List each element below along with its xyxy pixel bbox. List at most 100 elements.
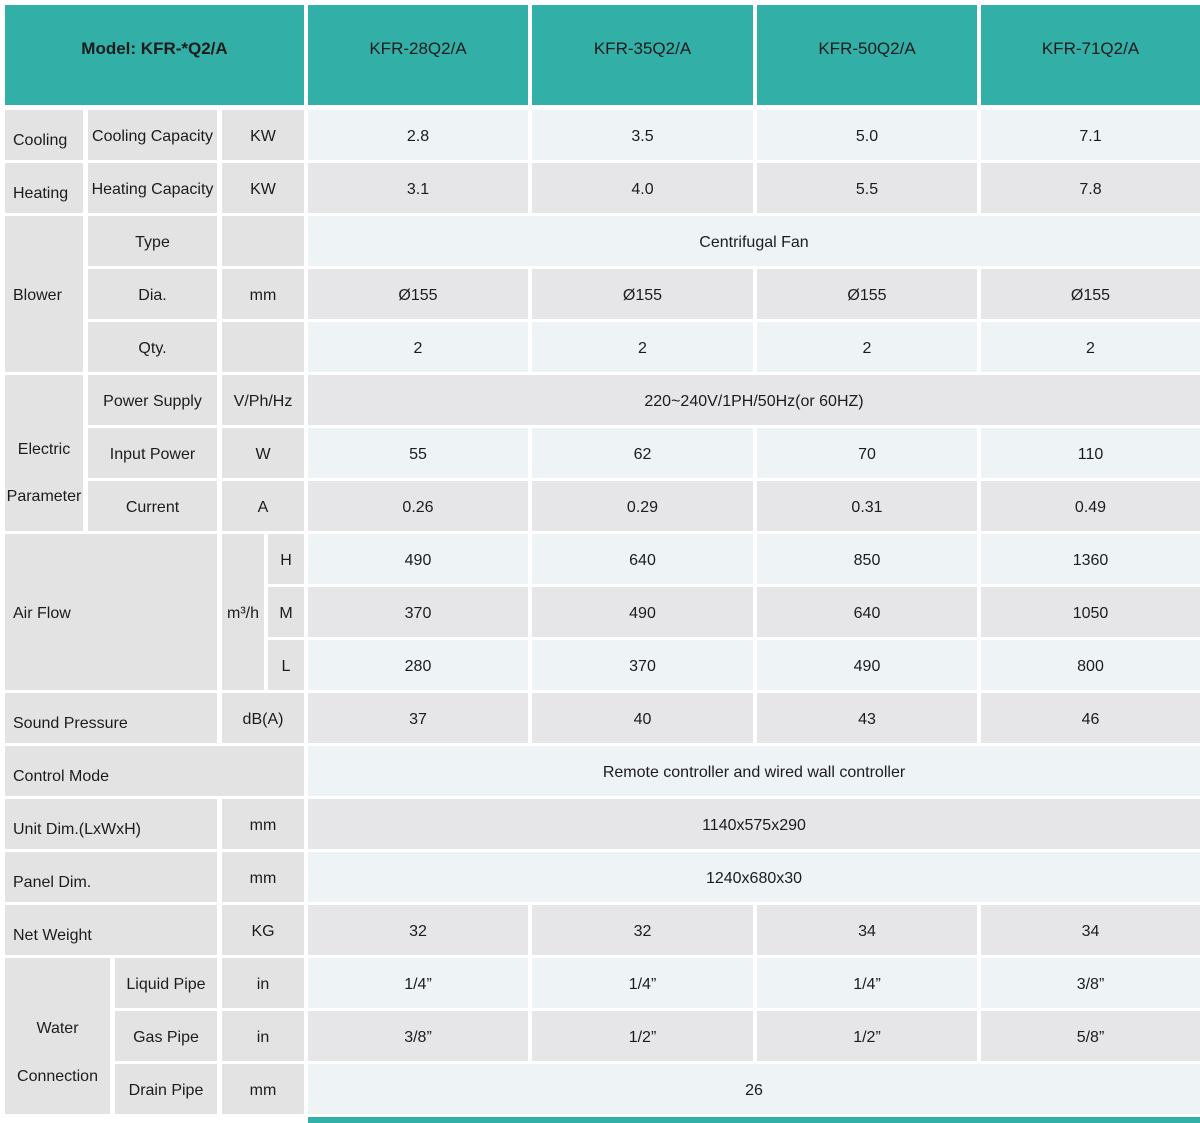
- current-value-4: 0.49: [981, 481, 1200, 531]
- air-flow-h-value-3: 850: [757, 534, 977, 584]
- net-weight-value-4: 34: [981, 905, 1200, 955]
- panel-dim-value: 1240x680x30: [308, 852, 1200, 902]
- air-flow-m-value-1: 370: [308, 587, 528, 637]
- bottom-teal-strip: [308, 1117, 1200, 1123]
- blower-dia-value-2: Ø155: [532, 269, 753, 319]
- air-flow-group-label: Air Flow: [5, 534, 217, 690]
- water-connection-group-label: Water Connection: [5, 958, 110, 1114]
- input-power-value-3: 70: [757, 428, 977, 478]
- air-flow-m-value-2: 490: [532, 587, 753, 637]
- power-supply-label: Power Supply: [88, 375, 217, 425]
- input-power-unit: W: [222, 428, 304, 478]
- water-connection-group-text: Water Connection: [17, 1020, 98, 1085]
- air-flow-h-value-2: 640: [532, 534, 753, 584]
- sound-pressure-value-1: 37: [308, 693, 528, 743]
- net-weight-unit: KG: [222, 905, 304, 955]
- blower-qty-unit-empty: [222, 322, 304, 372]
- liquid-pipe-value-1: 1/4”: [308, 958, 528, 1008]
- unit-dim-unit: mm: [222, 799, 304, 849]
- heating-unit: KW: [222, 163, 304, 213]
- air-flow-l-value-4: 800: [981, 640, 1200, 690]
- cooling-value-2: 3.5: [532, 110, 753, 160]
- electric-group-label: Electric Parameter: [5, 375, 83, 531]
- heating-value-2: 4.0: [532, 163, 753, 213]
- heating-value-1: 3.1: [308, 163, 528, 213]
- blower-qty-value-1: 2: [308, 322, 528, 372]
- current-unit: A: [222, 481, 304, 531]
- air-flow-m-value-3: 640: [757, 587, 977, 637]
- input-power-label: Input Power: [88, 428, 217, 478]
- heating-group-label: Heating: [5, 163, 83, 213]
- blower-dia-label: Dia.: [88, 269, 217, 319]
- liquid-pipe-unit: in: [222, 958, 304, 1008]
- liquid-pipe-value-3: 1/4”: [757, 958, 977, 1008]
- heating-value-4: 7.8: [981, 163, 1200, 213]
- air-flow-l-value-3: 490: [757, 640, 977, 690]
- sound-pressure-label: Sound Pressure: [5, 693, 217, 743]
- sound-pressure-unit: dB(A): [222, 693, 304, 743]
- current-label: Current: [88, 481, 217, 531]
- header-col-kfr-35: KFR-35Q2/A: [532, 5, 753, 105]
- air-flow-l-label: L: [268, 640, 304, 690]
- cooling-value-3: 5.0: [757, 110, 977, 160]
- heating-value-3: 5.5: [757, 163, 977, 213]
- cooling-unit: KW: [222, 110, 304, 160]
- header-col-kfr-28: KFR-28Q2/A: [308, 5, 528, 105]
- blower-group-label: Blower: [5, 216, 83, 372]
- net-weight-label: Net Weight: [5, 905, 217, 955]
- gas-pipe-label: Gas Pipe: [115, 1011, 217, 1061]
- gas-pipe-value-4: 5/8”: [981, 1011, 1200, 1061]
- air-flow-l-value-1: 280: [308, 640, 528, 690]
- header-col-kfr-71: KFR-71Q2/A: [981, 5, 1200, 105]
- air-flow-h-label: H: [268, 534, 304, 584]
- net-weight-value-3: 34: [757, 905, 977, 955]
- air-flow-l-value-2: 370: [532, 640, 753, 690]
- air-flow-m-value-4: 1050: [981, 587, 1200, 637]
- cooling-value-1: 2.8: [308, 110, 528, 160]
- cooling-group-label: Cooling: [5, 110, 83, 160]
- header-model-cell: Model: KFR-*Q2/A: [5, 5, 304, 105]
- blower-type-unit-empty: [222, 216, 304, 266]
- gas-pipe-value-2: 1/2”: [532, 1011, 753, 1061]
- liquid-pipe-value-2: 1/4”: [532, 958, 753, 1008]
- input-power-value-1: 55: [308, 428, 528, 478]
- blower-qty-label: Qty.: [88, 322, 217, 372]
- air-flow-h-value-1: 490: [308, 534, 528, 584]
- gas-pipe-unit: in: [222, 1011, 304, 1061]
- cooling-value-4: 7.1: [981, 110, 1200, 160]
- panel-dim-label: Panel Dim.: [5, 852, 217, 902]
- gas-pipe-value-3: 1/2”: [757, 1011, 977, 1061]
- blower-dia-value-3: Ø155: [757, 269, 977, 319]
- unit-dim-value: 1140x575x290: [308, 799, 1200, 849]
- blower-qty-value-3: 2: [757, 322, 977, 372]
- current-value-2: 0.29: [532, 481, 753, 531]
- sound-pressure-value-4: 46: [981, 693, 1200, 743]
- heating-capacity-label: Heating Capacity: [88, 163, 217, 213]
- power-supply-value: 220~240V/1PH/50Hz(or 60HZ): [308, 375, 1200, 425]
- blower-dia-value-1: Ø155: [308, 269, 528, 319]
- control-mode-label: Control Mode: [5, 746, 304, 796]
- cooling-capacity-label: Cooling Capacity: [88, 110, 217, 160]
- drain-pipe-label: Drain Pipe: [115, 1064, 217, 1114]
- input-power-value-4: 110: [981, 428, 1200, 478]
- current-value-1: 0.26: [308, 481, 528, 531]
- unit-dim-label: Unit Dim.(LxWxH): [5, 799, 217, 849]
- blower-type-label: Type: [88, 216, 217, 266]
- header-col-kfr-50: KFR-50Q2/A: [757, 5, 977, 105]
- blower-dia-value-4: Ø155: [981, 269, 1200, 319]
- net-weight-value-1: 32: [308, 905, 528, 955]
- liquid-pipe-label: Liquid Pipe: [115, 958, 217, 1008]
- power-supply-unit: V/Ph/Hz: [222, 375, 304, 425]
- sound-pressure-value-2: 40: [532, 693, 753, 743]
- electric-group-text: Electric Parameter: [6, 441, 82, 505]
- blower-qty-value-4: 2: [981, 322, 1200, 372]
- air-flow-unit: m³/h: [222, 534, 264, 690]
- blower-dia-unit: mm: [222, 269, 304, 319]
- drain-pipe-value: 26: [308, 1064, 1200, 1114]
- air-flow-h-value-4: 1360: [981, 534, 1200, 584]
- blower-qty-value-2: 2: [532, 322, 753, 372]
- air-flow-m-label: M: [268, 587, 304, 637]
- blower-type-value: Centrifugal Fan: [308, 216, 1200, 266]
- current-value-3: 0.31: [757, 481, 977, 531]
